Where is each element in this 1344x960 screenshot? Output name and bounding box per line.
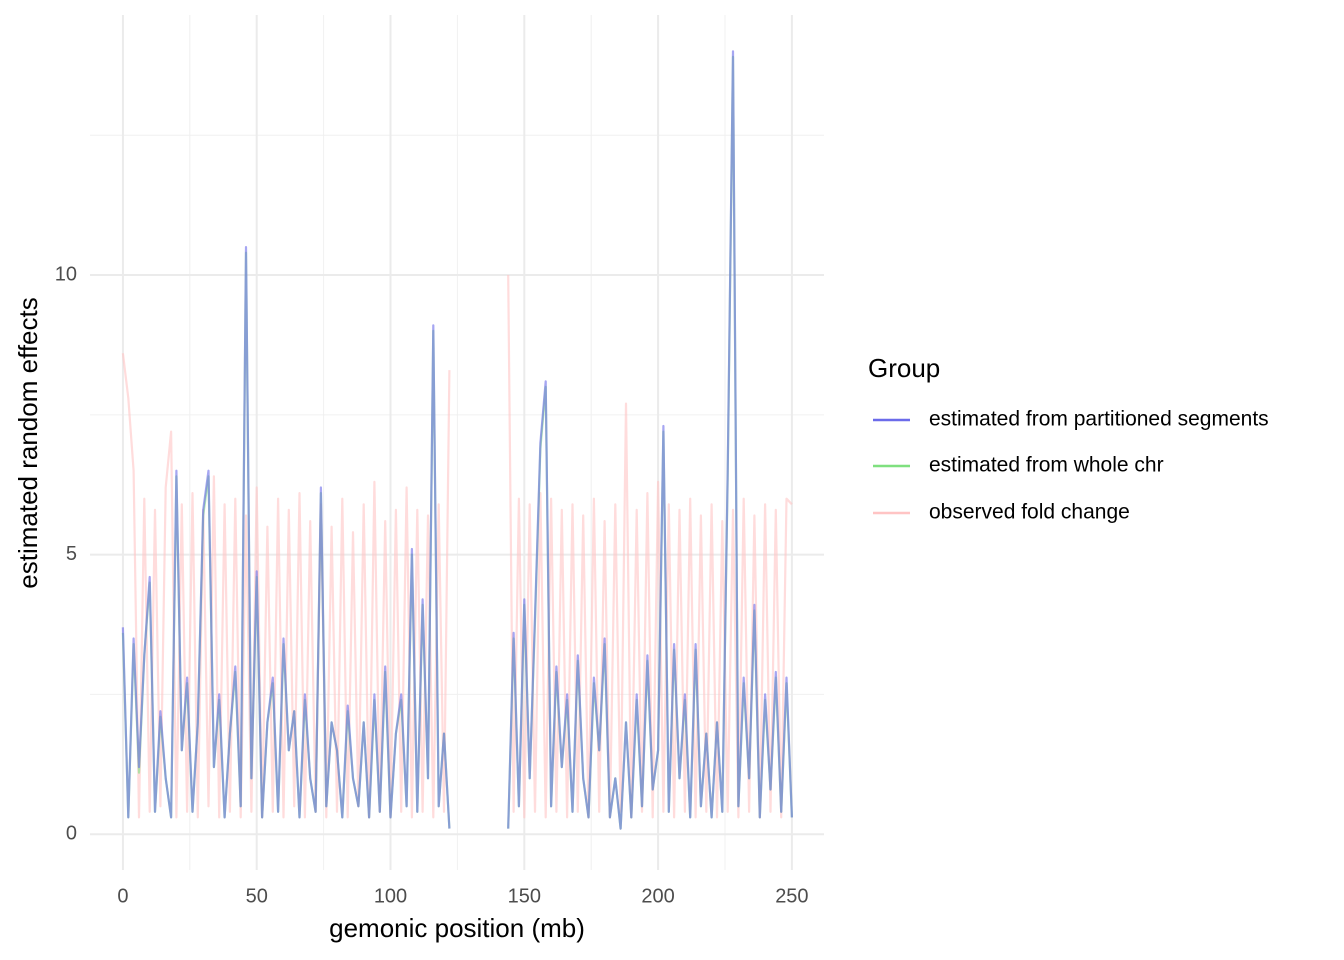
y-axis-title: estimated random effects	[13, 297, 43, 588]
y-tick-label: 0	[66, 822, 77, 844]
x-axis-title: gemonic position (mb)	[329, 913, 585, 943]
labels: 0 50 100 150 200 250 0 5 10 estimated from partit…	[55, 263, 1269, 907]
series-line	[121, 274, 793, 819]
y-tick-label: 5	[66, 543, 77, 565]
legend-label: estimated from partitioned segments	[929, 408, 1269, 431]
x-tick-label: 50	[246, 885, 268, 907]
x-tick-label: 100	[374, 885, 407, 907]
y-tick-label: 10	[55, 263, 77, 285]
x-tick-label: 0	[117, 885, 128, 907]
legend-title: Group	[868, 353, 940, 383]
legend-label: observed fold change	[929, 501, 1130, 524]
legend-label: estimated from whole chr	[929, 454, 1164, 477]
x-tick-label: 250	[775, 885, 808, 907]
x-tick-label: 150	[508, 885, 541, 907]
x-tick-label: 200	[641, 885, 674, 907]
series-line	[121, 50, 793, 830]
plot-lines	[121, 50, 793, 830]
